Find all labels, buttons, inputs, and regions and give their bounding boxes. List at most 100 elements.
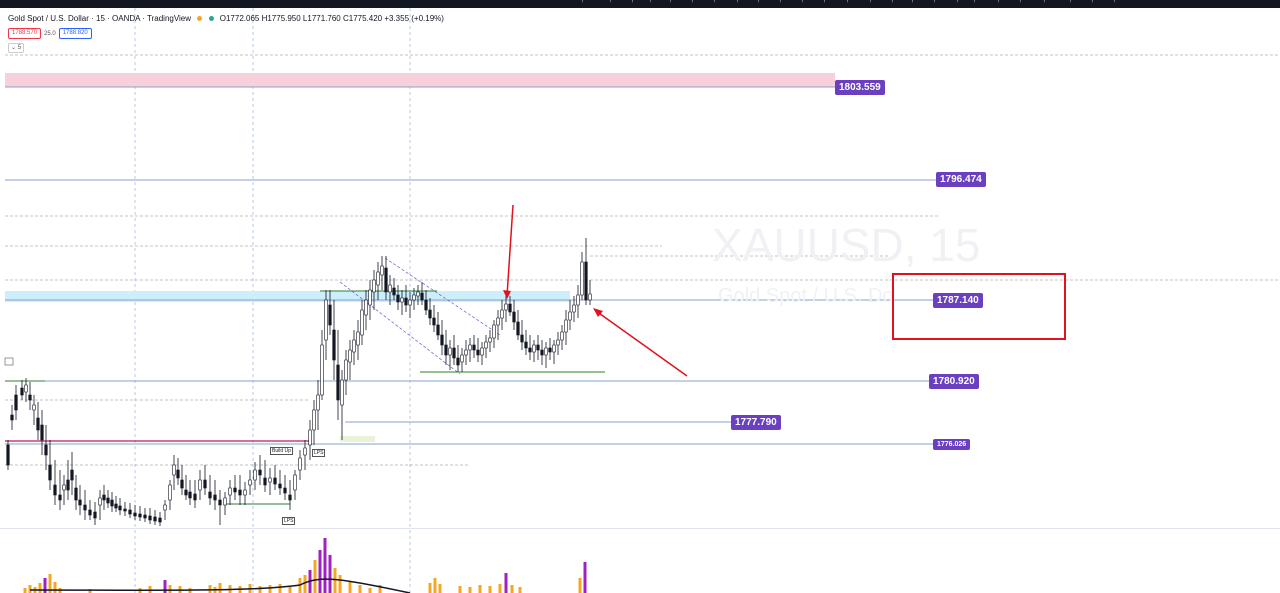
candle-body (500, 309, 504, 319)
toolbar-icon[interactable]: ╵ (822, 0, 827, 7)
candle-body (110, 499, 114, 507)
toolbar-icon[interactable]: ╵ (630, 0, 635, 7)
candle-body (504, 303, 508, 311)
toolbar-icon[interactable]: ╵ (910, 0, 915, 7)
price-label-1796[interactable]: 1796.474 (936, 172, 986, 187)
candle-body (384, 267, 388, 293)
candle-body (456, 357, 460, 366)
channel-upper (384, 257, 501, 336)
toolbar-icon[interactable]: ╵ (868, 0, 873, 7)
chart-area[interactable] (0, 8, 1280, 593)
toolbar-icon[interactable]: ╵ (890, 0, 895, 7)
toolbar-icon[interactable]: ╵ (648, 0, 653, 7)
candle-body (78, 499, 82, 506)
toolbar-icon[interactable]: ╵ (712, 0, 717, 7)
toolbar-icon[interactable]: ╵ (735, 0, 740, 7)
candle-body (238, 489, 242, 496)
volume-bar (578, 578, 582, 593)
candle-body (368, 289, 372, 306)
candle-body (484, 341, 488, 349)
candle-body (223, 497, 227, 506)
price-label-1803[interactable]: 1803.559 (835, 80, 885, 95)
symbol-header: Gold Spot / U.S. Dollar · 15 · OANDA · T… (8, 14, 448, 23)
candle-body (332, 329, 336, 361)
price-label-1787[interactable]: 1787.140 (933, 293, 983, 308)
volume-bar (458, 586, 462, 593)
candle-body (340, 379, 344, 406)
toolbar-icon[interactable]: ╵ (996, 0, 1001, 7)
candle-body (528, 347, 532, 353)
candle-body (572, 304, 576, 313)
candle-body (576, 294, 580, 306)
candle-body (352, 339, 356, 353)
candle-body (106, 497, 110, 504)
toolbar-icon[interactable]: ╵ (1090, 0, 1095, 7)
candle-body (544, 347, 548, 356)
toolbar-icon[interactable]: ╵ (1042, 0, 1047, 7)
buy-button[interactable]: 1788.820 (58, 28, 92, 39)
volume-bar (433, 578, 437, 593)
price-label-1776[interactable]: 1776.026 (933, 439, 971, 450)
collapse-indicators-button[interactable]: ⌄ 5 (8, 43, 25, 53)
toolbar-icon[interactable]: ╵ (690, 0, 695, 7)
toolbar-icon[interactable]: ╵ (778, 0, 783, 7)
candle-body (476, 349, 480, 356)
candle-body (556, 339, 560, 346)
candle-body (128, 509, 132, 515)
candle-body (278, 483, 282, 489)
candle-body (404, 297, 408, 306)
price-label-1777[interactable]: 1777.790 (731, 415, 781, 430)
toolbar-icon[interactable]: ╵ (972, 0, 977, 7)
candle-body (133, 512, 137, 517)
toolbar-icon[interactable]: ╵ (608, 0, 613, 7)
volume-bar (23, 588, 27, 593)
indicator-count: 5 (17, 45, 22, 51)
candle-body (324, 299, 328, 341)
candle-body (356, 331, 360, 346)
candle-body (532, 344, 536, 353)
candle-body (70, 469, 74, 481)
symbol-title[interactable]: Gold Spot / U.S. Dollar · 15 · OANDA · T… (8, 14, 192, 23)
candle-body (472, 344, 476, 351)
toolbar-icon[interactable]: ╵ (800, 0, 805, 7)
candle-body (184, 489, 188, 496)
candle-body (424, 299, 428, 311)
toolbar-icon[interactable]: ╵ (845, 0, 850, 7)
toolbar-icon[interactable]: ╵ (1018, 0, 1023, 7)
toolbar-icon[interactable]: ╵ (955, 0, 960, 7)
candle-body (172, 464, 176, 476)
candle-body (376, 271, 380, 286)
candle-body (548, 347, 552, 353)
candle-body (584, 261, 588, 301)
toolbar-icon[interactable]: ╵ (1068, 0, 1073, 7)
volume-bar (38, 583, 42, 593)
red-highlight-rectangle[interactable] (892, 273, 1066, 340)
favorite-dot-icon (197, 16, 203, 21)
candle-body (102, 494, 106, 501)
candle-body (344, 359, 348, 381)
sell-button[interactable]: 1788.570 (8, 28, 42, 39)
candle-body (420, 292, 424, 301)
candle-body (336, 364, 340, 401)
toolbar-icon[interactable]: ╵ (932, 0, 937, 7)
candle-body (452, 347, 456, 359)
candle-body (298, 457, 302, 471)
candle-body (273, 477, 277, 485)
demand-zone (5, 291, 570, 302)
candle-body (412, 294, 416, 301)
toolbar-icon[interactable]: ╵ (580, 0, 585, 7)
candle-body (392, 287, 396, 296)
toolbar-icon[interactable]: ╵ (756, 0, 761, 7)
candle-body (138, 513, 142, 518)
toolbar-icon[interactable]: ╵ (1112, 0, 1117, 7)
candle-body (316, 394, 320, 411)
lps-tag-2: LPS (282, 517, 296, 525)
candle-body (148, 515, 152, 521)
candle-body (28, 394, 32, 401)
chart-canvas[interactable] (0, 8, 1280, 593)
toolbar-icon[interactable]: ╵ (668, 0, 673, 7)
volume-bar (518, 587, 522, 593)
price-label-1780[interactable]: 1780.920 (929, 374, 979, 389)
candle-body (32, 404, 36, 411)
symbol-watermark: XAUUSD, 15 (712, 219, 981, 271)
